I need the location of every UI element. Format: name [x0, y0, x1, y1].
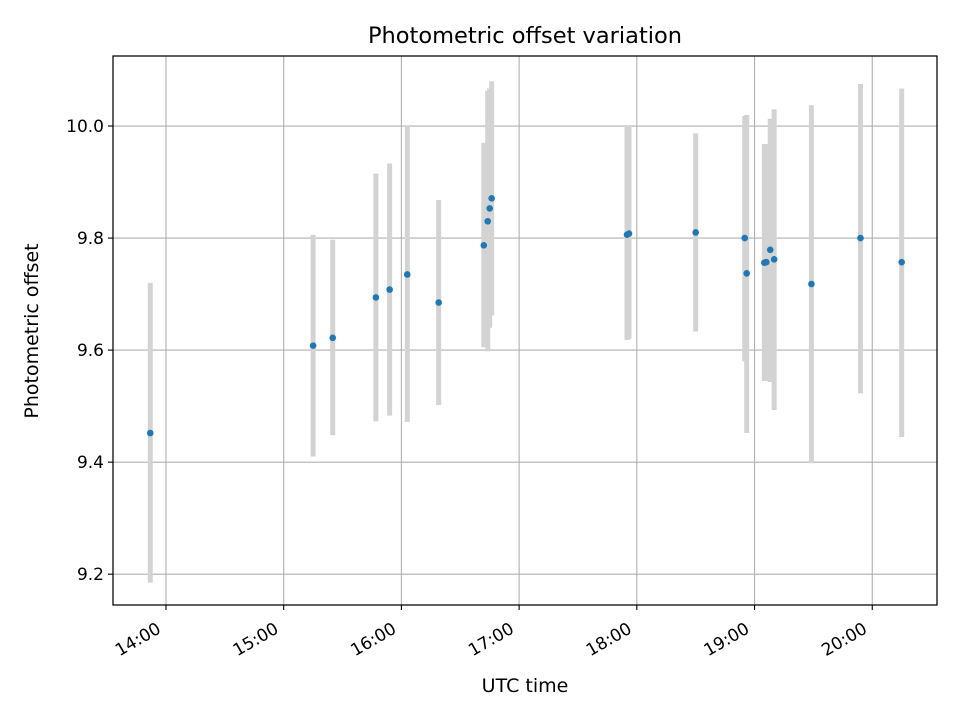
y-tick-label: 9.4 [77, 453, 104, 473]
data-point [488, 194, 495, 202]
data-point [692, 229, 699, 236]
point-layer [146, 194, 905, 437]
y-axis: 9.2 9.4 9.6 9.8 10.0 [66, 117, 113, 585]
data-point [309, 342, 317, 349]
data-point [484, 217, 492, 225]
data-point [435, 299, 442, 306]
y-tick-label: 9.2 [77, 565, 104, 585]
data-point [763, 258, 770, 266]
x-axis-label: UTC time [482, 675, 569, 697]
grid-layer [113, 56, 937, 605]
chart-title: Photometric offset variation [368, 23, 682, 49]
data-point [329, 334, 337, 342]
y-tick-label: 9.8 [77, 229, 104, 249]
data-point [898, 258, 905, 266]
data-point [403, 271, 411, 278]
data-point [386, 286, 393, 293]
data-point [808, 280, 815, 288]
data-point [146, 429, 154, 437]
data-point [625, 230, 633, 237]
data-point [486, 205, 493, 212]
data-point [372, 294, 380, 301]
data-point [743, 270, 750, 277]
y-axis-label: Photometric offset [21, 243, 43, 418]
data-point [480, 242, 488, 249]
y-tick-label: 9.6 [77, 341, 104, 361]
data-point [770, 256, 778, 263]
data-point [766, 246, 774, 254]
y-tick-label: 10.0 [66, 117, 104, 137]
data-point [857, 234, 864, 242]
data-point [741, 234, 749, 242]
plot-frame [112, 55, 938, 606]
